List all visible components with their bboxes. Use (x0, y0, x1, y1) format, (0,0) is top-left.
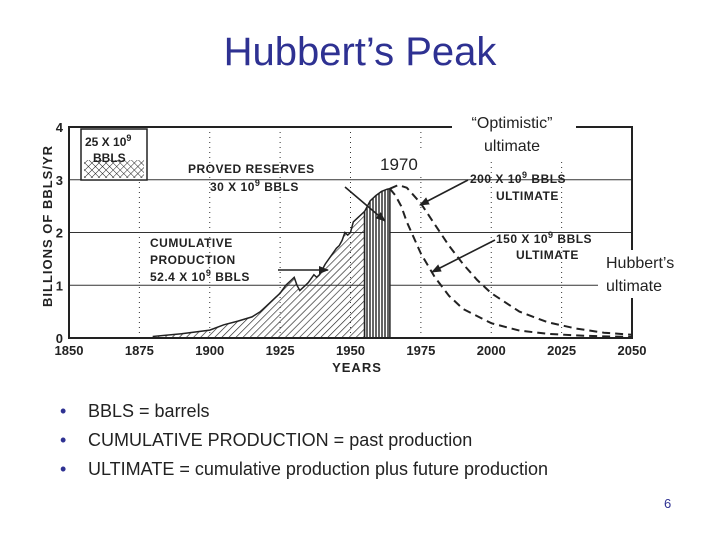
bullet-dot: • (60, 401, 67, 421)
year-1970-label: 1970 (380, 155, 418, 174)
y-tick-label: 4 (56, 120, 64, 135)
year-label-bg (376, 152, 422, 176)
ultimate-200-curve (389, 183, 633, 336)
x-tick-label: 1850 (55, 343, 84, 358)
bullet-text: ULTIMATE = cumulative production plus fu… (88, 459, 549, 479)
bullet-item: • CUMULATIVE PRODUCTION = past production (60, 428, 548, 457)
ultimate-150-label: 150 X 109 BBLS ULTIMATE (496, 230, 596, 262)
hubbert-peak-chart: 0 1 2 3 4 1850 1875 1900 1925 1950 1975 2000 2025 205… (40, 110, 692, 375)
cumulative-production-area (152, 209, 366, 339)
page-number: 6 (664, 496, 672, 511)
x-tick-label: 1925 (266, 343, 295, 358)
hubbert-label-line2: ultimate (606, 278, 662, 295)
bullet-item: • ULTIMATE = cumulative production plus f… (60, 457, 548, 486)
x-tick-label: 2000 (477, 343, 506, 358)
y-tick-label: 1 (56, 278, 63, 293)
proved-reserves-area (363, 187, 391, 339)
x-tick-label: 1975 (406, 343, 435, 358)
y-tick-label: 3 (56, 173, 63, 188)
legend-25-text: 25 X 109 BBLS (85, 130, 135, 165)
hubbert-label-bg (598, 250, 692, 298)
x-axis-label: YEARS (332, 360, 382, 375)
hubbert-label-line1: Hubbert’s (606, 255, 674, 272)
y-axis-label: BILLIONS OF BBLS/YR (40, 145, 55, 307)
ultimate-150-curve (389, 188, 633, 338)
optimistic-label-bg (452, 110, 576, 158)
proved-reserves-label: PROVED RESERVES 30 X 109 BBLS (188, 162, 319, 194)
area-layer (152, 187, 391, 339)
plot-frame (68, 126, 633, 339)
optimistic-label-line1: “Optimistic” (472, 115, 553, 132)
cumulative-production-label: CUMULATIVE PRODUCTION 52.4 X 109 BBLS (150, 236, 250, 284)
bullet-dot: • (60, 430, 67, 450)
legend-hatch-swatch (84, 160, 144, 178)
curve-layer (389, 183, 633, 338)
optimistic-label-line2: ultimate (484, 138, 540, 155)
arrow-proved-reserves (344, 186, 386, 222)
x-tick-label: 2050 (618, 343, 647, 358)
x-tick-label: 1900 (195, 343, 224, 358)
y-tick-label: 2 (56, 226, 63, 241)
ultimate-200-label: 200 X 109 BBLS ULTIMATE (470, 170, 570, 203)
bullet-text: CUMULATIVE PRODUCTION = past production (88, 430, 473, 450)
arrow-200-ultimate (419, 179, 469, 206)
definitions-list: • BBLS = barrels • CUMULATIVE PRODUCTION =… (60, 399, 548, 486)
bullet-dot: • (60, 459, 67, 479)
bullet-text: BBLS = barrels (88, 401, 210, 421)
tick-labels: 0 1 2 3 4 1850 1875 1900 1925 1950 1975 2000 2025 205… (55, 120, 647, 358)
slide-title: Hubbert’s Peak (223, 30, 497, 74)
x-tick-label: 1950 (336, 343, 365, 358)
bullet-item: • BBLS = barrels (60, 399, 548, 428)
y-tick-label: 0 (56, 331, 63, 346)
x-tick-label: 1875 (125, 343, 154, 358)
arrow-150-ultimate (431, 239, 496, 273)
x-tick-label: 2025 (547, 343, 576, 358)
